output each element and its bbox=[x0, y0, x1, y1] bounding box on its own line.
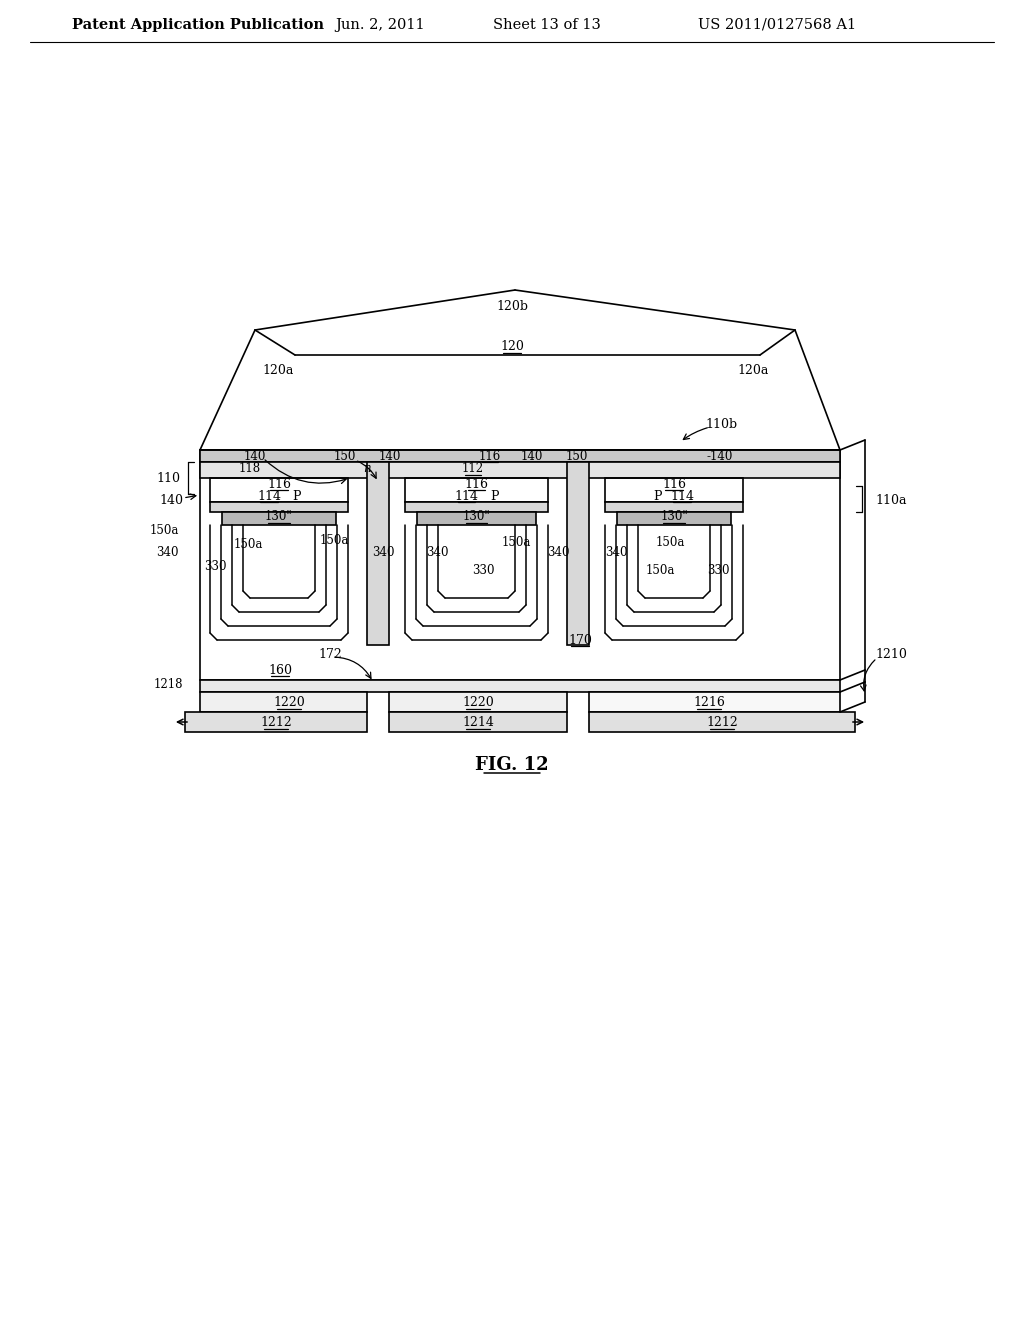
Text: 130": 130" bbox=[463, 511, 490, 524]
Text: Jun. 2, 2011: Jun. 2, 2011 bbox=[335, 18, 425, 32]
Bar bbox=[406, 502, 548, 512]
Text: 130": 130" bbox=[265, 511, 293, 524]
Text: 140: 140 bbox=[159, 494, 183, 507]
Bar bbox=[389, 692, 567, 711]
Bar bbox=[567, 462, 589, 645]
Text: 150: 150 bbox=[566, 450, 588, 462]
Bar bbox=[200, 692, 367, 711]
Text: 116: 116 bbox=[465, 478, 488, 491]
Text: 1210: 1210 bbox=[874, 648, 907, 661]
Text: 1216: 1216 bbox=[693, 697, 725, 710]
Text: 1218: 1218 bbox=[154, 678, 183, 692]
Text: 150: 150 bbox=[334, 450, 356, 462]
Text: 330: 330 bbox=[707, 564, 729, 577]
Text: 130": 130" bbox=[660, 511, 688, 524]
Text: 120: 120 bbox=[500, 341, 524, 354]
Bar bbox=[389, 711, 567, 733]
Bar bbox=[367, 462, 389, 645]
Text: 110b: 110b bbox=[705, 418, 737, 432]
Text: FIG. 12: FIG. 12 bbox=[475, 756, 549, 774]
Text: 116: 116 bbox=[479, 450, 501, 462]
Text: 1220: 1220 bbox=[273, 697, 305, 710]
Text: 120a: 120a bbox=[262, 363, 294, 376]
Text: 150a: 150a bbox=[233, 539, 263, 552]
Text: 116: 116 bbox=[267, 478, 291, 491]
Text: 172: 172 bbox=[318, 648, 342, 661]
Text: 330: 330 bbox=[472, 564, 495, 577]
Text: -140: -140 bbox=[707, 450, 733, 462]
Text: US 2011/0127568 A1: US 2011/0127568 A1 bbox=[698, 18, 856, 32]
Text: 330: 330 bbox=[204, 561, 226, 573]
Text: 118: 118 bbox=[239, 462, 261, 475]
Text: 1212: 1212 bbox=[260, 717, 292, 730]
Bar bbox=[617, 512, 731, 525]
Text: 150a: 150a bbox=[502, 536, 530, 549]
Text: 150a: 150a bbox=[150, 524, 179, 536]
Bar bbox=[200, 450, 840, 462]
Text: P: P bbox=[490, 490, 499, 503]
Bar bbox=[589, 711, 855, 733]
Bar bbox=[200, 462, 840, 478]
Text: Sheet 13 of 13: Sheet 13 of 13 bbox=[494, 18, 601, 32]
Text: 114: 114 bbox=[455, 490, 478, 503]
Text: 150a: 150a bbox=[319, 533, 349, 546]
Text: 112: 112 bbox=[462, 462, 484, 475]
Bar bbox=[605, 502, 743, 512]
Text: 120a: 120a bbox=[737, 363, 769, 376]
Bar bbox=[589, 692, 840, 711]
Bar bbox=[605, 478, 743, 502]
Bar bbox=[406, 478, 548, 502]
Text: 120b: 120b bbox=[496, 301, 528, 314]
Text: 170: 170 bbox=[568, 634, 592, 647]
Text: 1214: 1214 bbox=[462, 717, 494, 730]
Text: 110a: 110a bbox=[874, 494, 906, 507]
Bar bbox=[222, 512, 336, 525]
Text: 140: 140 bbox=[244, 450, 266, 462]
Bar bbox=[200, 680, 840, 692]
Text: 340: 340 bbox=[157, 545, 179, 558]
Text: 160: 160 bbox=[268, 664, 292, 676]
Text: 140: 140 bbox=[379, 450, 401, 462]
Text: 340: 340 bbox=[605, 545, 628, 558]
Bar bbox=[210, 478, 348, 502]
Bar bbox=[185, 711, 367, 733]
Text: 340: 340 bbox=[547, 545, 569, 558]
Text: 140: 140 bbox=[521, 450, 543, 462]
Text: P: P bbox=[293, 490, 301, 503]
Text: 110: 110 bbox=[156, 471, 180, 484]
Text: 340: 340 bbox=[372, 545, 394, 558]
Bar bbox=[417, 512, 536, 525]
Bar bbox=[200, 450, 840, 680]
Text: 116: 116 bbox=[662, 478, 686, 491]
Text: 114: 114 bbox=[670, 490, 694, 503]
Bar bbox=[210, 502, 348, 512]
Text: n: n bbox=[364, 462, 371, 475]
Text: 1220: 1220 bbox=[462, 697, 494, 710]
Text: 340: 340 bbox=[426, 545, 449, 558]
Text: 150a: 150a bbox=[655, 536, 685, 549]
Text: Patent Application Publication: Patent Application Publication bbox=[72, 18, 324, 32]
Text: 114: 114 bbox=[257, 490, 281, 503]
Text: 1212: 1212 bbox=[707, 717, 738, 730]
Text: P: P bbox=[653, 490, 663, 503]
Text: 150a: 150a bbox=[645, 564, 675, 577]
